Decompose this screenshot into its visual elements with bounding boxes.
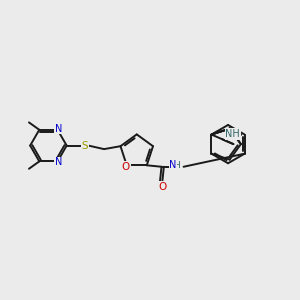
Text: O: O [122,162,130,172]
Text: O: O [158,182,166,192]
Text: N: N [55,124,62,134]
Text: H: H [173,161,180,170]
Text: N: N [55,157,62,167]
Text: NH: NH [225,129,240,139]
Text: S: S [82,141,88,151]
Text: N: N [169,160,177,170]
